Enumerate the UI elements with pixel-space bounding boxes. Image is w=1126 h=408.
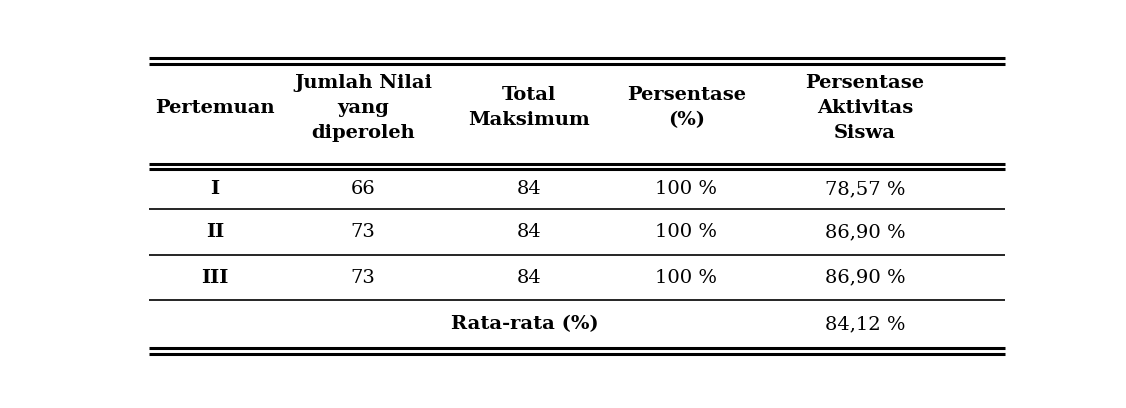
- Text: 73: 73: [351, 268, 376, 286]
- Text: III: III: [202, 268, 229, 286]
- Text: Rata-rata (%): Rata-rata (%): [450, 315, 599, 333]
- Text: Jumlah Nilai
yang
diperoleh: Jumlah Nilai yang diperoleh: [294, 74, 432, 142]
- Text: 86,90 %: 86,90 %: [824, 223, 905, 241]
- Text: Pertemuan: Pertemuan: [155, 99, 275, 117]
- Text: 100 %: 100 %: [655, 180, 717, 198]
- Text: I: I: [211, 180, 220, 198]
- Text: 84: 84: [517, 268, 542, 286]
- Text: 84: 84: [517, 180, 542, 198]
- Text: II: II: [206, 223, 224, 241]
- Text: 86,90 %: 86,90 %: [824, 268, 905, 286]
- Text: 84: 84: [517, 223, 542, 241]
- Text: 100 %: 100 %: [655, 223, 717, 241]
- Text: 84,12 %: 84,12 %: [825, 315, 905, 333]
- Text: 78,57 %: 78,57 %: [825, 180, 905, 198]
- Text: 66: 66: [351, 180, 376, 198]
- Text: Persentase
(%): Persentase (%): [627, 86, 745, 129]
- Text: 100 %: 100 %: [655, 268, 717, 286]
- Text: 73: 73: [351, 223, 376, 241]
- Text: Persentase
Aktivitas
Siswa: Persentase Aktivitas Siswa: [805, 74, 924, 142]
- Text: Total
Maksimum: Total Maksimum: [468, 86, 590, 129]
